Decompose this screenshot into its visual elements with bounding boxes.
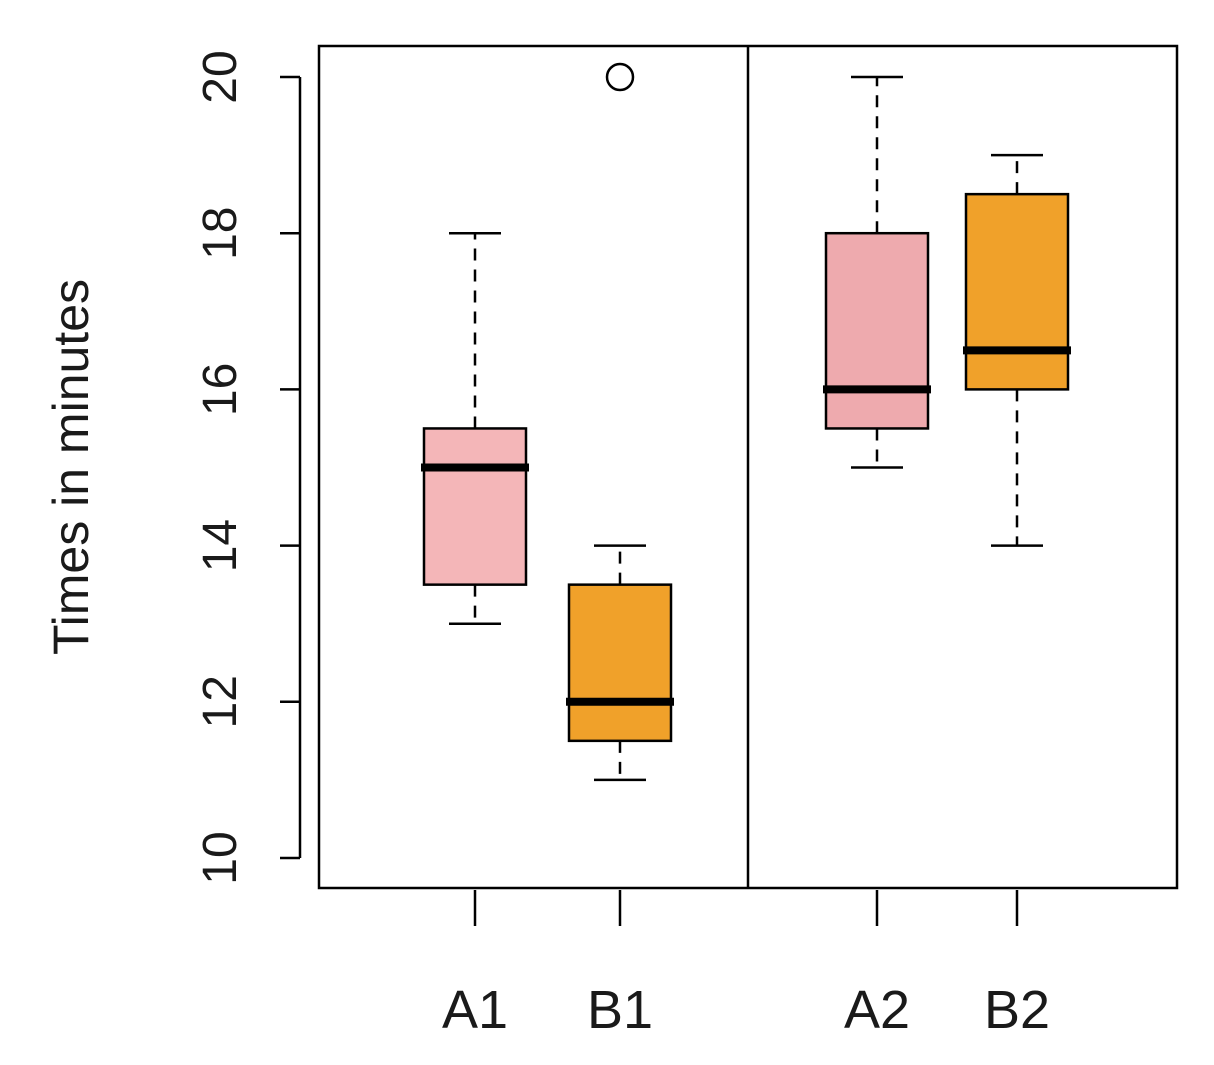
- outlier-b1-0: [605, 62, 635, 92]
- y-axis-ticks: 10 12 14 16 18 20: [194, 50, 300, 885]
- y-axis-label: Times in minutes: [43, 279, 99, 655]
- y-tick-label-14: 14: [194, 519, 247, 572]
- x-tick-label-a1: A1: [442, 980, 508, 1040]
- y-tick-label-16: 16: [194, 363, 247, 416]
- x-tick-label-a2: A2: [844, 980, 910, 1040]
- x-axis-ticks: A1 B1 A2 B2: [442, 890, 1050, 1040]
- y-tick-label-12: 12: [194, 675, 247, 728]
- x-tick-label-b1: B1: [587, 980, 653, 1040]
- box-group: [421, 62, 1071, 782]
- box-b1: [567, 583, 673, 743]
- box-a2: [824, 231, 930, 430]
- box-a1: [422, 427, 528, 586]
- y-tick-label-18: 18: [194, 207, 247, 260]
- box-b2: [964, 192, 1070, 391]
- x-tick-label-b2: B2: [984, 980, 1050, 1040]
- y-tick-label-20: 20: [194, 50, 247, 103]
- y-tick-label-10: 10: [194, 831, 247, 884]
